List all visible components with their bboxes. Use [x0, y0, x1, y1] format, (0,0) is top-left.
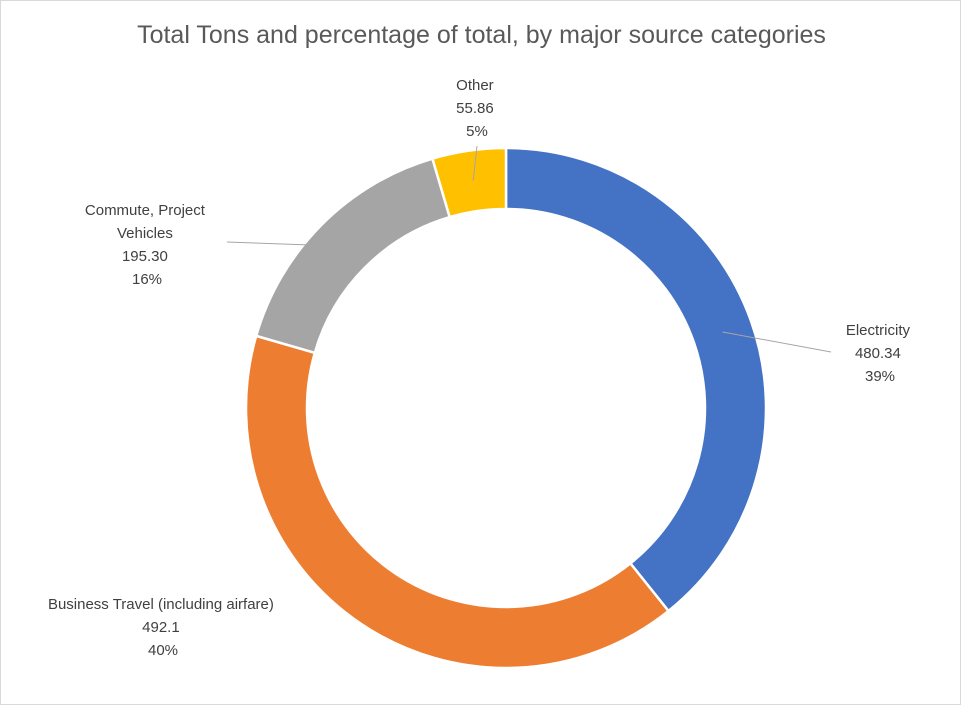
label-business-travel: Business Travel (including airfare) 492.… [48, 596, 278, 659]
leader-line [226, 241, 344, 247]
label-commute-project-vehicles: Commute, Project Vehicles 195.30 16% [85, 202, 209, 288]
slice-commute-project-vehicles [254, 157, 452, 355]
label-electricity: Electricity 480.34 39% [846, 322, 914, 385]
leader-lines-group [226, 145, 832, 353]
slice-other [430, 146, 508, 219]
chart-title: Total Tons and percentage of total, by m… [137, 21, 826, 49]
slices-group [244, 146, 768, 670]
leader-line [722, 331, 832, 353]
label-other: Other 55.86 5% [456, 77, 498, 140]
leader-line [472, 145, 478, 181]
slice-electricity [504, 146, 768, 613]
slice-business-travel [244, 334, 671, 670]
